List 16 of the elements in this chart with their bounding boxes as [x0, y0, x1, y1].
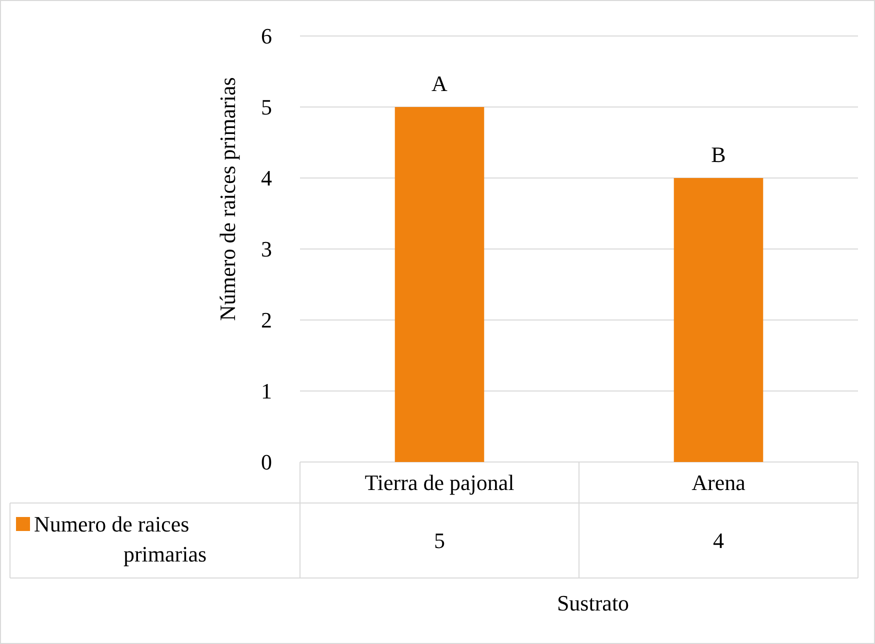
y-tick-label: 5 — [261, 94, 272, 120]
data-label: 4 — [713, 528, 724, 554]
x-axis-title: Sustrato — [556, 590, 630, 616]
annotation: A — [432, 71, 448, 96]
y-tick-label: 6 — [261, 24, 272, 49]
x-tick-label: Arena — [692, 470, 746, 496]
y-tick-label: 0 — [261, 450, 272, 475]
y-axis-title: Número de raices primarias — [215, 77, 240, 321]
y-tick-label: 2 — [261, 308, 272, 333]
y-tick-label: 4 — [261, 166, 272, 191]
x-tick-label: Tierra de pajonal — [364, 470, 514, 496]
annotation: B — [711, 142, 726, 167]
data-label: 5 — [434, 528, 445, 554]
y-tick-label: 3 — [261, 236, 272, 262]
legend-label: Numero de raices primarias — [34, 512, 207, 567]
y-tick-label: 1 — [261, 378, 272, 404]
